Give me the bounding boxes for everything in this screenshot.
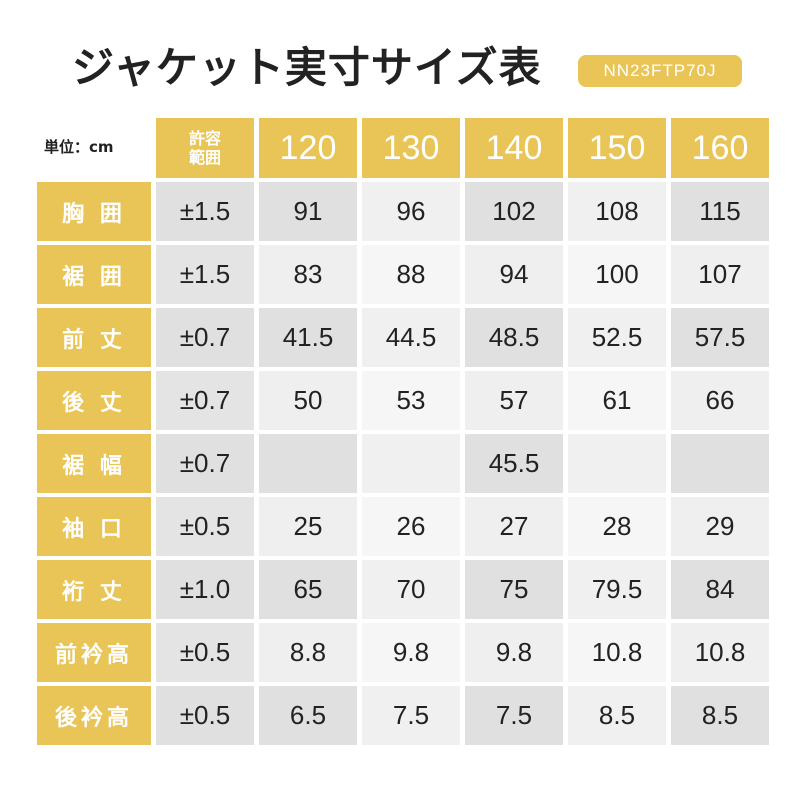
row-label: 胸 囲 — [37, 182, 151, 241]
tolerance-cell: ±0.5 — [156, 623, 254, 682]
value-cell — [568, 434, 666, 493]
value-cell: 66 — [671, 371, 769, 430]
value-cell: 6.5 — [259, 686, 357, 745]
tolerance-cell: ±0.7 — [156, 434, 254, 493]
value-cell: 25 — [259, 497, 357, 556]
value-cell: 102 — [465, 182, 563, 241]
value-cell: 27 — [465, 497, 563, 556]
value-cell: 57.5 — [671, 308, 769, 367]
table-row: 後衿高 ±0.5 6.5 7.5 7.5 8.5 8.5 — [37, 686, 769, 745]
value-cell — [259, 434, 357, 493]
header-size-120: 120 — [259, 118, 357, 178]
value-cell: 26 — [362, 497, 460, 556]
value-cell: 91 — [259, 182, 357, 241]
value-cell: 108 — [568, 182, 666, 241]
row-label: 後 丈 — [37, 371, 151, 430]
value-cell: 28 — [568, 497, 666, 556]
row-label: 袖 口 — [37, 497, 151, 556]
tolerance-cell: ±1.0 — [156, 560, 254, 619]
value-cell: 44.5 — [362, 308, 460, 367]
table-row: 袖 口 ±0.5 25 26 27 28 29 — [37, 497, 769, 556]
table-row: 前 丈 ±0.7 41.5 44.5 48.5 52.5 57.5 — [37, 308, 769, 367]
table-row: 裾 囲 ±1.5 83 88 94 100 107 — [37, 245, 769, 304]
value-cell — [671, 434, 769, 493]
value-cell: 45.5 — [465, 434, 563, 493]
value-cell: 7.5 — [465, 686, 563, 745]
header-size-160: 160 — [671, 118, 769, 178]
value-cell: 65 — [259, 560, 357, 619]
value-cell: 48.5 — [465, 308, 563, 367]
value-cell: 53 — [362, 371, 460, 430]
value-cell: 8.5 — [568, 686, 666, 745]
value-cell: 41.5 — [259, 308, 357, 367]
value-cell: 70 — [362, 560, 460, 619]
value-cell: 94 — [465, 245, 563, 304]
product-code-badge: NN23FTP70J — [578, 55, 742, 87]
row-label: 前 丈 — [37, 308, 151, 367]
tolerance-cell: ±0.5 — [156, 686, 254, 745]
tolerance-cell: ±0.5 — [156, 497, 254, 556]
value-cell: 88 — [362, 245, 460, 304]
value-cell: 7.5 — [362, 686, 460, 745]
table-row: 裄 丈 ±1.0 65 70 75 79.5 84 — [37, 560, 769, 619]
header-corner — [37, 118, 151, 178]
row-label: 後衿高 — [37, 686, 151, 745]
value-cell: 9.8 — [362, 623, 460, 682]
row-label: 裾 囲 — [37, 245, 151, 304]
value-cell: 10.8 — [671, 623, 769, 682]
header-size-140: 140 — [465, 118, 563, 178]
value-cell: 52.5 — [568, 308, 666, 367]
value-cell: 10.8 — [568, 623, 666, 682]
row-label: 前衿高 — [37, 623, 151, 682]
page-title: ジャケット実寸サイズ表 — [72, 43, 542, 92]
value-cell: 50 — [259, 371, 357, 430]
table-row: 裾 幅 ±0.7 45.5 — [37, 434, 769, 493]
value-cell: 8.5 — [671, 686, 769, 745]
value-cell — [362, 434, 460, 493]
value-cell: 100 — [568, 245, 666, 304]
header-tolerance-line1: 許容 — [188, 129, 221, 148]
value-cell: 96 — [362, 182, 460, 241]
tolerance-cell: ±0.7 — [156, 371, 254, 430]
tolerance-cell: ±0.7 — [156, 308, 254, 367]
value-cell: 57 — [465, 371, 563, 430]
row-label: 裾 幅 — [37, 434, 151, 493]
header-tolerance: 許容 範囲 — [156, 118, 254, 178]
tolerance-cell: ±1.5 — [156, 245, 254, 304]
value-cell: 84 — [671, 560, 769, 619]
size-table: 許容 範囲 120 130 140 150 160 胸 囲 ±1.5 91 96… — [32, 114, 774, 749]
value-cell: 8.8 — [259, 623, 357, 682]
value-cell: 61 — [568, 371, 666, 430]
value-cell: 107 — [671, 245, 769, 304]
tolerance-cell: ±1.5 — [156, 182, 254, 241]
header-size-150: 150 — [568, 118, 666, 178]
unit-label: 単位：cm — [44, 138, 114, 156]
header-row: 許容 範囲 120 130 140 150 160 — [37, 118, 769, 178]
value-cell: 115 — [671, 182, 769, 241]
value-cell: 83 — [259, 245, 357, 304]
table-row: 後 丈 ±0.7 50 53 57 61 66 — [37, 371, 769, 430]
header-size-130: 130 — [362, 118, 460, 178]
value-cell: 75 — [465, 560, 563, 619]
value-cell: 29 — [671, 497, 769, 556]
header-tolerance-line2: 範囲 — [188, 148, 221, 167]
table-row: 胸 囲 ±1.5 91 96 102 108 115 — [37, 182, 769, 241]
value-cell: 79.5 — [568, 560, 666, 619]
value-cell: 9.8 — [465, 623, 563, 682]
row-label: 裄 丈 — [37, 560, 151, 619]
table-row: 前衿高 ±0.5 8.8 9.8 9.8 10.8 10.8 — [37, 623, 769, 682]
